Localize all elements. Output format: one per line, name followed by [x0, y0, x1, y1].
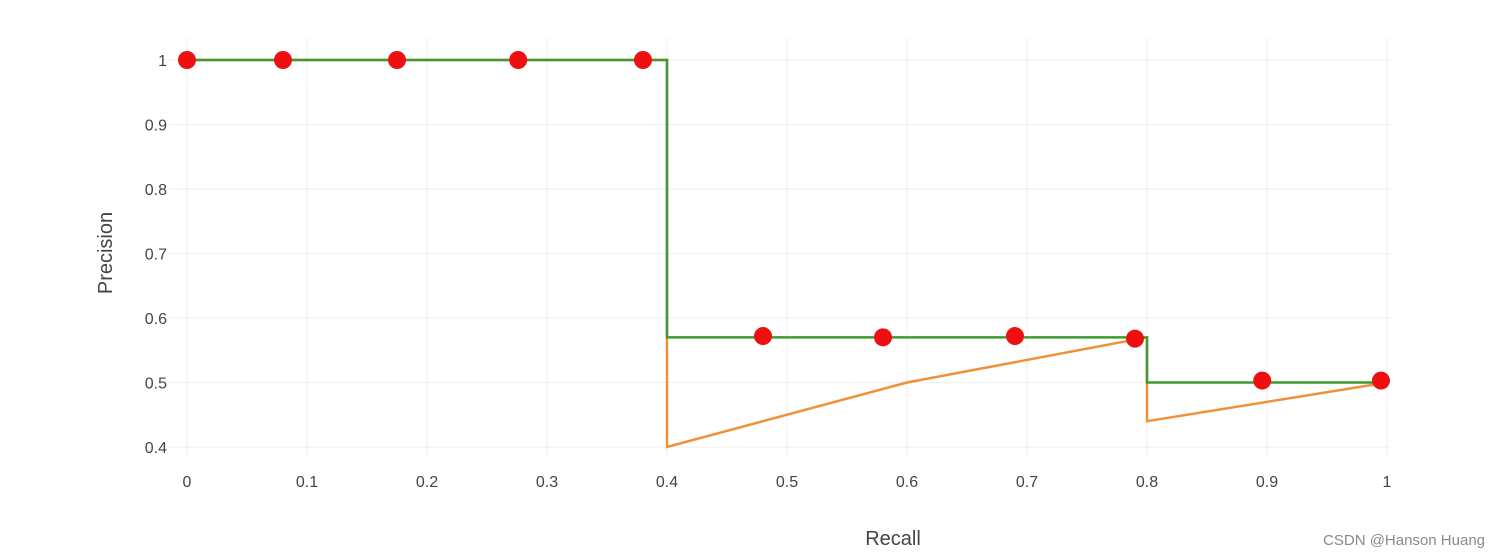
- y-tick-label: 0.9: [145, 118, 167, 135]
- data-point-marker: [754, 327, 772, 346]
- y-tick-label: 0.4: [145, 440, 167, 457]
- series-line-1: [187, 58, 1387, 384]
- data-point-marker: [1253, 371, 1272, 390]
- data-markers: [178, 51, 1390, 390]
- x-tick-label: 1: [1383, 474, 1392, 491]
- x-tick-label: 0.5: [776, 474, 798, 491]
- y-tick-label: 0.8: [145, 182, 167, 199]
- watermark: CSDN @Hanson Huang: [1323, 532, 1485, 549]
- x-axis-title: Recall: [865, 528, 921, 550]
- y-tick-label: 0.7: [145, 247, 167, 264]
- data-point-marker: [1006, 327, 1024, 346]
- x-tick-label: 0: [183, 474, 192, 491]
- data-point-marker: [388, 51, 406, 69]
- y-axis-title: Precision: [95, 212, 117, 294]
- x-tick-label: 0.4: [656, 474, 678, 491]
- x-tick-labels: 0 0.1 0.2 0.3 0.4 0.5 0.6 0.7 0.8 0.9 1: [183, 474, 1392, 491]
- y-tick-label: 1: [158, 53, 167, 70]
- x-tick-label: 0.2: [416, 474, 438, 491]
- x-tick-label: 0.1: [296, 474, 318, 491]
- data-point-marker: [1126, 329, 1144, 348]
- x-tick-label: 0.7: [1016, 474, 1038, 491]
- y-tick-label: 0.6: [145, 311, 167, 328]
- data-point-marker: [1372, 371, 1390, 390]
- series-lines: [187, 58, 1388, 449]
- data-point-marker: [634, 51, 652, 69]
- data-point-marker: [274, 51, 292, 69]
- x-tick-label: 0.6: [896, 474, 918, 491]
- data-point-marker: [509, 51, 528, 69]
- data-point-marker: [178, 51, 196, 69]
- data-point-marker: [874, 328, 892, 347]
- x-tick-label: 0.8: [1136, 474, 1158, 491]
- x-tick-label: 0.9: [1256, 474, 1278, 491]
- x-tick-label: 0.3: [536, 474, 558, 491]
- grid-lines: [169, 38, 1390, 457]
- y-tick-labels: 0.4 0.5 0.6 0.7 0.8 0.9 1: [145, 53, 167, 457]
- y-tick-label: 0.5: [145, 376, 167, 393]
